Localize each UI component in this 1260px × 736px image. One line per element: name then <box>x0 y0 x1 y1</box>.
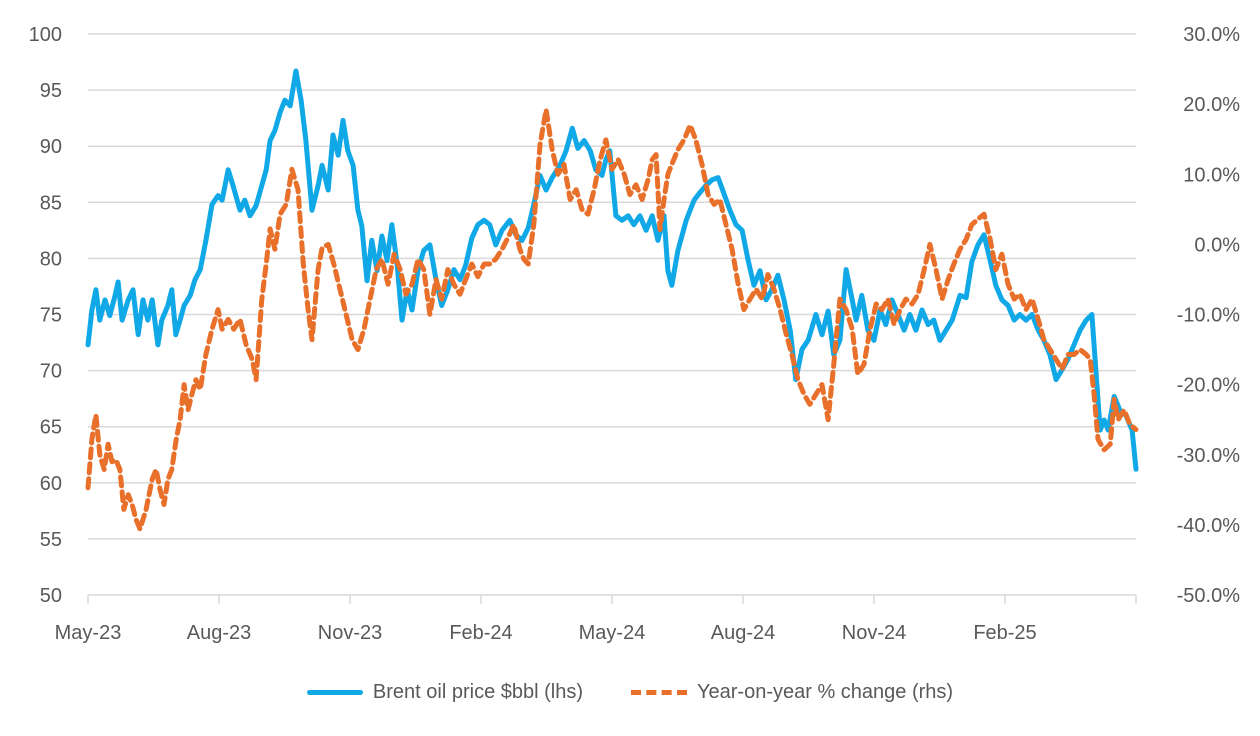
x-tick-label: May-23 <box>55 622 122 644</box>
y-tick-label-left: 65 <box>40 417 62 439</box>
x-tick-label: Nov-23 <box>318 622 382 644</box>
x-tick-label: Nov-24 <box>842 622 906 644</box>
x-tick-label: Aug-23 <box>187 622 252 644</box>
x-tick-label: Feb-24 <box>449 622 512 644</box>
y-tick-label-right: -50.0% <box>1177 585 1241 607</box>
y-tick-label-left: 70 <box>40 361 62 383</box>
y-tick-label-left: 95 <box>40 80 62 102</box>
y-axis-right: -50.0% -40.0% -30.0% -20.0% -10.0% 0.0% 10.0% 2… <box>1177 24 1241 607</box>
y-tick-label-right: 10.0% <box>1183 164 1240 186</box>
y-tick-label-right: 20.0% <box>1183 94 1240 116</box>
x-axis: May-23 Aug-23 Nov-23 Feb-24 May-24 Aug-24 Nov-… <box>55 594 1137 644</box>
y-tick-label-right: -10.0% <box>1177 305 1241 327</box>
y-tick-label-left: 90 <box>40 136 62 158</box>
y-tick-label-left: 80 <box>40 248 62 270</box>
y-axis-left: 50 55 60 65 70 75 80 85 90 95 100 <box>29 24 62 607</box>
y-tick-label-right: -30.0% <box>1177 445 1241 467</box>
legend-item-brent: Brent oil price $bbl (lhs) <box>306 680 584 704</box>
x-tick-label: Aug-24 <box>711 622 776 644</box>
legend-swatch-dashed-line <box>631 689 688 695</box>
y-tick-label-left: 100 <box>29 24 62 46</box>
y-tick-label-right: -40.0% <box>1177 515 1241 537</box>
y-tick-label-left: 50 <box>40 585 62 607</box>
series-line-brent-price <box>85 68 1139 472</box>
legend: Brent oil price $bbl (lhs) Year-on-year … <box>0 672 1260 712</box>
x-tick-label: Feb-25 <box>973 622 1036 644</box>
y-tick-label-right: 0.0% <box>1194 234 1240 256</box>
y-tick-label-left: 60 <box>40 473 62 495</box>
series-layer <box>85 68 1139 532</box>
y-tick-label-right: -20.0% <box>1177 375 1241 397</box>
gridlines <box>88 33 1136 540</box>
y-tick-label-left: 75 <box>40 305 62 327</box>
y-tick-label-left: 55 <box>40 529 62 551</box>
series-line-yoy-change <box>85 107 1139 532</box>
legend-item-yoy: Year-on-year % change (rhs) <box>631 681 953 704</box>
y-tick-label-right: 30.0% <box>1183 24 1240 46</box>
legend-swatch-solid-line <box>306 689 363 695</box>
legend-label-brent: Brent oil price $bbl (lhs) <box>372 680 584 703</box>
legend-label-yoy: Year-on-year % change (rhs) <box>697 680 954 703</box>
y-tick-label-left: 85 <box>40 192 62 214</box>
x-tick-label: May-24 <box>579 622 646 644</box>
